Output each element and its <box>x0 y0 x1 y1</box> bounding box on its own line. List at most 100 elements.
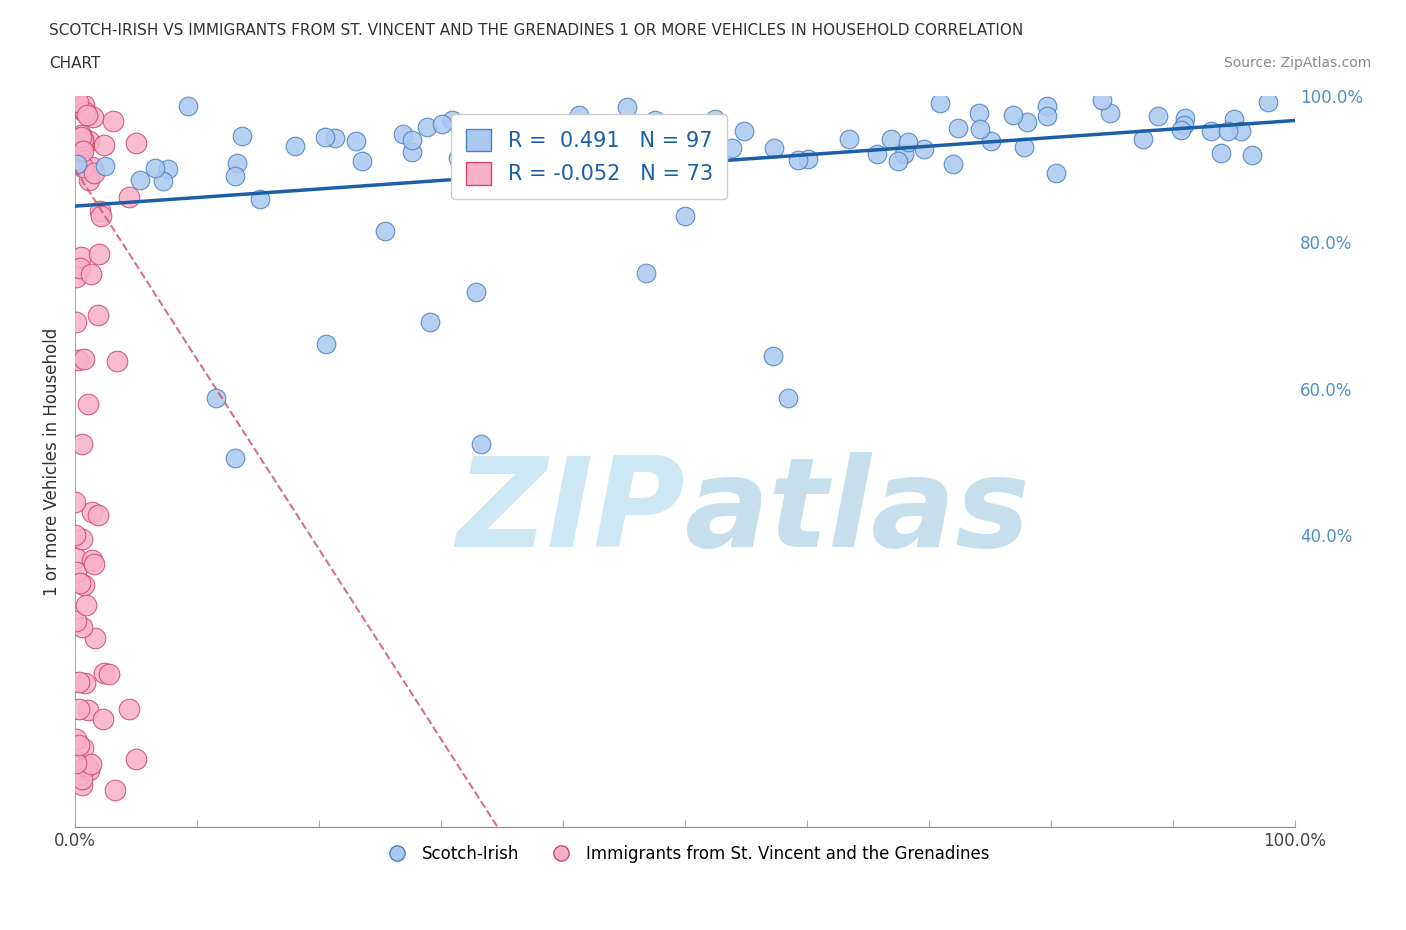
Point <box>893 146 915 161</box>
Point <box>80 552 103 567</box>
Point <box>626 145 648 160</box>
Point <box>440 113 463 127</box>
Point <box>224 168 246 183</box>
Point <box>599 145 621 160</box>
Point <box>1099 105 1122 120</box>
Point <box>510 134 533 149</box>
Text: ZIP: ZIP <box>457 452 685 573</box>
Text: Source: ZipAtlas.com: Source: ZipAtlas.com <box>1223 56 1371 70</box>
Point <box>76 703 98 718</box>
Point <box>1241 147 1264 162</box>
Point <box>568 108 591 123</box>
Point <box>67 701 90 716</box>
Point <box>470 436 492 451</box>
Point <box>1209 146 1232 161</box>
Point <box>101 113 124 128</box>
Point <box>415 119 437 134</box>
Point <box>65 314 87 329</box>
Point <box>583 153 606 167</box>
Point <box>616 100 638 114</box>
Point <box>517 128 540 143</box>
Point <box>83 166 105 180</box>
Point <box>979 133 1001 148</box>
Point <box>73 759 96 774</box>
Point <box>529 136 551 151</box>
Point <box>76 396 98 411</box>
Point <box>90 208 112 223</box>
Point <box>205 391 228 405</box>
Point <box>967 106 990 121</box>
Point <box>72 619 94 634</box>
Point <box>1257 95 1279 110</box>
Point <box>374 223 396 238</box>
Point <box>897 134 920 149</box>
Point <box>65 565 87 579</box>
Point <box>1091 92 1114 107</box>
Point <box>152 174 174 189</box>
Point <box>93 665 115 680</box>
Point <box>70 130 93 145</box>
Y-axis label: 1 or more Vehicles in Household: 1 or more Vehicles in Household <box>44 327 60 596</box>
Point <box>83 557 105 572</box>
Point <box>72 741 94 756</box>
Point <box>942 156 965 171</box>
Point <box>733 124 755 139</box>
Point <box>314 130 336 145</box>
Point <box>70 531 93 546</box>
Point <box>176 99 198 113</box>
Point <box>128 172 150 187</box>
Point <box>1199 124 1222 139</box>
Point <box>1173 117 1195 132</box>
Point <box>673 123 696 138</box>
Point <box>145 161 167 176</box>
Point <box>73 98 96 113</box>
Point <box>912 141 935 156</box>
Point <box>644 113 666 127</box>
Point <box>796 152 818 166</box>
Point <box>63 527 86 542</box>
Point <box>465 285 488 299</box>
Point <box>86 508 108 523</box>
Point <box>284 139 307 153</box>
Point <box>98 667 121 682</box>
Point <box>344 134 367 149</box>
Point <box>117 702 139 717</box>
Point <box>703 146 725 161</box>
Point <box>325 130 347 145</box>
Point <box>516 141 538 156</box>
Point <box>65 756 87 771</box>
Point <box>673 208 696 223</box>
Point <box>69 767 91 782</box>
Point <box>569 126 592 140</box>
Point <box>430 116 453 131</box>
Point <box>1229 124 1251 139</box>
Point <box>70 127 93 142</box>
Point <box>70 102 93 117</box>
Point <box>391 126 413 141</box>
Point <box>94 159 117 174</box>
Point <box>640 134 662 149</box>
Legend: Scotch-Irish, Immigrants from St. Vincent and the Grenadines: Scotch-Irish, Immigrants from St. Vincen… <box>374 838 997 870</box>
Point <box>634 159 657 174</box>
Point <box>657 123 679 138</box>
Point <box>70 777 93 792</box>
Point <box>65 731 87 746</box>
Point <box>787 153 810 168</box>
Point <box>66 352 89 367</box>
Point <box>75 104 97 119</box>
Point <box>1132 131 1154 146</box>
Point <box>66 157 89 172</box>
Point <box>1174 111 1197 126</box>
Text: CHART: CHART <box>49 56 101 71</box>
Point <box>70 436 93 451</box>
Point <box>72 160 94 175</box>
Point <box>93 137 115 152</box>
Point <box>80 266 103 281</box>
Point <box>82 110 104 125</box>
Point <box>118 189 141 204</box>
Point <box>401 144 423 159</box>
Point <box>224 451 246 466</box>
Point <box>1223 112 1246 126</box>
Point <box>70 250 93 265</box>
Point <box>86 308 108 323</box>
